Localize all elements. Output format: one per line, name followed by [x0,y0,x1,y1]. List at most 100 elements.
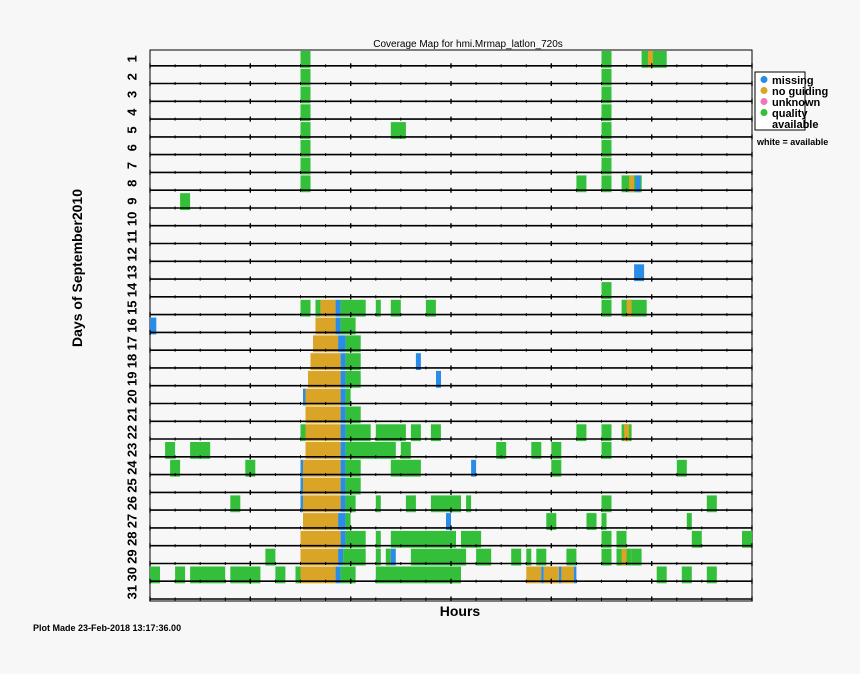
row-baseline [149,187,753,193]
coverage-segment-quality-available [536,548,547,566]
day-label: 19 [124,372,139,386]
coverage-segment-quality-available [616,530,627,548]
coverage-segment-quality-available [601,530,612,548]
row-lines [149,63,753,602]
day-label: 25 [124,478,139,492]
row-baseline [149,543,753,549]
day-label: 4 [124,108,139,116]
coverage-segment-missing [436,370,441,388]
row-baseline [149,507,753,513]
coverage-segment-missing [340,495,346,513]
coverage-segment-quality-available [345,495,356,513]
day-label: 31 [124,585,139,599]
coverage-segment-missing [340,424,346,442]
coverage-segment-no-guiding [303,459,341,477]
y-axis-title: Days of September2010 [69,189,85,347]
coverage-segment-quality-available [275,566,286,584]
coverage-segment-quality-available [400,442,411,459]
coverage-segment-missing [541,566,544,584]
day-label: 15 [124,300,139,314]
day-label: 29 [124,549,139,563]
day-label: 20 [124,389,139,403]
coverage-segment-quality-available [300,299,311,317]
day-label: 7 [124,162,139,169]
coverage-segment-quality-available [601,104,612,122]
coverage-segment-quality-available [601,175,612,193]
coverage-segment-no-guiding [308,370,341,388]
coverage-segment-missing [338,513,346,530]
coverage-segment-quality-available [345,353,361,370]
coverage-segment-no-guiding [626,299,632,317]
coverage-segment-missing [340,406,346,424]
coverage-segment-quality-available [681,566,692,584]
day-label: 10 [124,212,139,226]
row-baseline [149,525,753,531]
coverage-segment-quality-available [375,530,381,548]
coverage-segment-quality-available [345,459,361,477]
coverage-segment-quality-available [601,424,612,442]
day-label: 5 [124,126,139,133]
coverage-segment-missing [340,477,346,495]
row-baseline [149,169,753,175]
row-baseline [149,418,753,424]
day-labels: 1234567891011121314151617181920212223242… [124,55,139,599]
coverage-segment-missing [303,388,306,406]
row-baseline [149,489,753,495]
coverage-segment-quality-available [742,530,752,548]
day-label: 24 [124,460,139,475]
day-label: 17 [124,336,139,350]
coverage-segment-missing [335,299,341,317]
coverage-segment-quality-available [300,157,311,175]
coverage-segment-quality-available [461,530,482,548]
coverage-segment-quality-available [340,299,366,317]
coverage-segment-quality-available [706,495,717,513]
day-label: 1 [124,55,139,62]
coverage-segment-quality-available [641,51,667,68]
coverage-segment-quality-available [551,459,562,477]
day-label: 2 [124,73,139,80]
coverage-segment-quality-available [691,530,702,548]
row-baseline [149,454,753,460]
coverage-segment-missing [471,459,477,477]
row-baseline [149,276,753,282]
row-baseline [149,383,753,389]
coverage-segment-missing [415,353,421,370]
coverage-segment-missing [335,317,341,335]
legend-label: available [772,119,818,131]
row-baseline [149,401,753,406]
coverage-segment-missing [335,566,341,584]
coverage-segment-missing [635,175,641,193]
row-baseline [149,241,753,246]
row-baseline [149,134,753,140]
row-baseline [149,294,753,300]
coverage-segment-no-guiding [526,566,542,584]
coverage-segment-quality-available [190,442,211,459]
coverage-segment-missing [340,530,346,548]
coverage-segment-no-guiding [629,175,635,193]
coverage-segment-no-guiding [621,548,627,566]
coverage-segment-quality-available [601,548,612,566]
coverage-segment-quality-available [601,51,612,68]
coverage-segment-missing [634,264,645,282]
x-axis-title: Hours [440,603,481,619]
day-label: 14 [124,282,139,297]
coverage-segment-no-guiding [305,388,341,406]
coverage-segment-quality-available [601,122,612,139]
coverage-segment-no-guiding [313,335,339,353]
coverage-segment-quality-available [295,566,301,584]
coverage-segment-quality-available [425,299,436,317]
coverage-segment-quality-available [686,513,692,530]
row-baseline [149,329,753,335]
day-label: 9 [124,197,139,204]
coverage-segment-quality-available [230,495,241,513]
row-baseline [149,472,753,478]
row-baseline [149,347,753,353]
coverage-segment-quality-available [496,442,507,459]
plot-made-footer: Plot Made 23-Feb-2018 13:17:36.00 [33,623,181,633]
coverage-segment-quality-available [170,459,181,477]
coverage-segment-quality-available [576,424,587,442]
segments-layer [150,51,752,584]
coverage-segment-quality-available [601,157,612,175]
day-label: 12 [124,247,139,261]
coverage-segment-quality-available [546,513,557,530]
